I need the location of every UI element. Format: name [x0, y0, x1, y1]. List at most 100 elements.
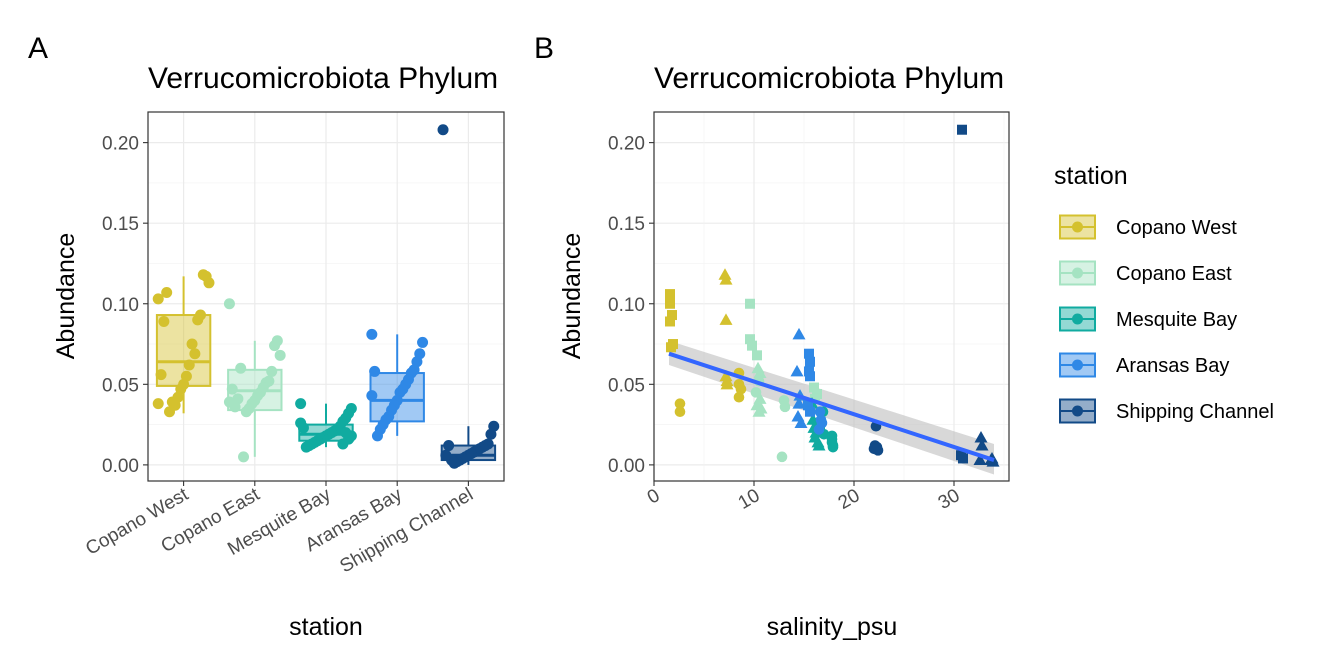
legend-item-copano-west: Copano West — [1059, 214, 1237, 240]
legend: station Copano West Copano East Mesquite B… — [1054, 162, 1274, 424]
point-copano-east — [269, 340, 281, 352]
point-copano-west — [665, 316, 675, 327]
point-mesquite-bay — [295, 398, 307, 410]
legend-key-point — [1072, 313, 1083, 325]
point-aransas-bay — [813, 424, 825, 435]
panel-b-trend-line — [668, 351, 995, 462]
point-copano-west — [152, 293, 164, 305]
point-copano-west — [674, 398, 686, 409]
panel-b-y-axis-title: Abundance — [558, 233, 586, 360]
point-copano-east — [745, 298, 755, 309]
panel-b-tag: B — [534, 32, 554, 65]
legend-item-shipping-channel: Shipping Channel — [1059, 398, 1274, 424]
panel-a-y-axis-title: Abundance — [52, 233, 80, 360]
point-shipping-channel — [870, 443, 882, 455]
point-shipping-channel — [974, 430, 988, 443]
point-shipping-channel — [440, 449, 452, 461]
point-copano-east — [226, 383, 238, 395]
point-mesquite-bay — [827, 441, 839, 453]
point-copano-east — [235, 362, 247, 374]
legend-key-point — [1072, 267, 1083, 279]
legend-item-copano-east: Copano East — [1059, 260, 1232, 286]
point-copano-east — [779, 401, 791, 413]
panel-b-y-tick-label: 0.15 — [608, 214, 645, 235]
point-copano-west — [183, 359, 195, 371]
panel-b-y-tick-label: 0.20 — [608, 134, 645, 155]
point-copano-east — [809, 382, 819, 393]
point-copano-east — [752, 350, 762, 361]
point-copano-west — [665, 289, 675, 300]
point-copano-west — [735, 383, 747, 395]
panel-a: A Verrucomicrobiota Phylum 0.000.050.100… — [28, 32, 505, 641]
point-aransas-bay — [805, 406, 815, 417]
point-shipping-channel — [957, 124, 967, 135]
point-copano-west — [186, 338, 198, 350]
point-shipping-channel — [958, 453, 968, 464]
point-aransas-bay — [369, 365, 381, 377]
point-copano-west — [192, 314, 204, 326]
panel-b-y-tick-label: 0.10 — [608, 295, 645, 316]
panel-b-x-axis-title: salinity_psu — [767, 613, 898, 641]
legend-label: Copano East — [1116, 263, 1232, 285]
panel-b-y-ticks: 0.00 0.05 0.10 0.15 0.20 — [608, 134, 654, 477]
point-copano-west — [720, 374, 734, 387]
point-shipping-channel — [437, 124, 449, 136]
point-copano-east — [223, 396, 235, 408]
point-aransas-bay — [804, 348, 814, 359]
point-mesquite-bay — [300, 441, 312, 453]
point-copano-west — [719, 369, 733, 382]
point-mesquite-bay — [337, 438, 349, 450]
point-shipping-channel — [485, 428, 497, 440]
point-aransas-bay — [805, 356, 815, 367]
panel-a-grid — [148, 112, 504, 481]
point-copano-west — [189, 348, 201, 360]
point-copano-east — [776, 451, 788, 463]
point-copano-west — [164, 406, 176, 418]
point-aransas-bay — [792, 397, 806, 409]
point-aransas-bay — [814, 406, 826, 418]
panel-b-y-tick-label: 0.05 — [608, 375, 645, 396]
point-copano-west — [166, 396, 178, 408]
point-copano-east — [753, 366, 767, 379]
point-copano-west — [667, 310, 677, 321]
point-copano-west — [719, 313, 733, 325]
point-copano-west — [158, 315, 170, 327]
panel-a-y-tick-label: 0.20 — [102, 134, 139, 155]
point-shipping-channel — [973, 453, 987, 466]
panel-a-y-tick-label: 0.10 — [102, 295, 139, 316]
trend-line — [668, 351, 995, 462]
point-copano-east — [745, 334, 755, 345]
point-copano-west — [197, 269, 209, 281]
panel-b-y-tick-label: 0.00 — [608, 456, 645, 477]
point-aransas-bay — [803, 400, 813, 411]
panel-a-x-axis-title: station — [289, 613, 363, 641]
panel-a-y-ticks: 0.00 0.05 0.10 0.15 0.20 — [102, 134, 148, 477]
point-aransas-bay — [371, 430, 383, 442]
point-copano-east — [240, 406, 252, 418]
point-shipping-channel — [443, 440, 455, 452]
legend-label: Copano West — [1116, 217, 1237, 239]
point-aransas-bay — [417, 336, 429, 348]
legend-label: Aransas Bay — [1116, 355, 1229, 377]
point-copano-east — [810, 393, 820, 404]
legend-items: Copano West Copano East Mesquite Bay Aransa… — [1059, 214, 1274, 424]
point-aransas-bay — [366, 328, 378, 340]
point-copano-west — [161, 286, 173, 298]
point-copano-west — [665, 298, 675, 309]
point-aransas-bay — [805, 371, 815, 382]
point-copano-east — [238, 451, 250, 463]
point-mesquite-bay — [295, 417, 307, 429]
panel-a-title: Verrucomicrobiota Phylum — [148, 62, 498, 95]
point-aransas-bay — [366, 390, 378, 402]
panel-a-y-tick-label: 0.15 — [102, 214, 139, 235]
point-mesquite-bay — [340, 427, 352, 439]
point-copano-east — [747, 340, 757, 351]
point-shipping-channel — [975, 439, 989, 451]
panel-a-y-tick-label: 0.00 — [102, 456, 139, 477]
point-aransas-bay — [794, 416, 808, 428]
point-aransas-bay — [790, 364, 804, 377]
legend-label: Shipping Channel — [1116, 401, 1274, 423]
point-aransas-bay — [792, 327, 806, 340]
point-copano-east — [274, 349, 286, 361]
point-copano-west — [733, 391, 745, 403]
